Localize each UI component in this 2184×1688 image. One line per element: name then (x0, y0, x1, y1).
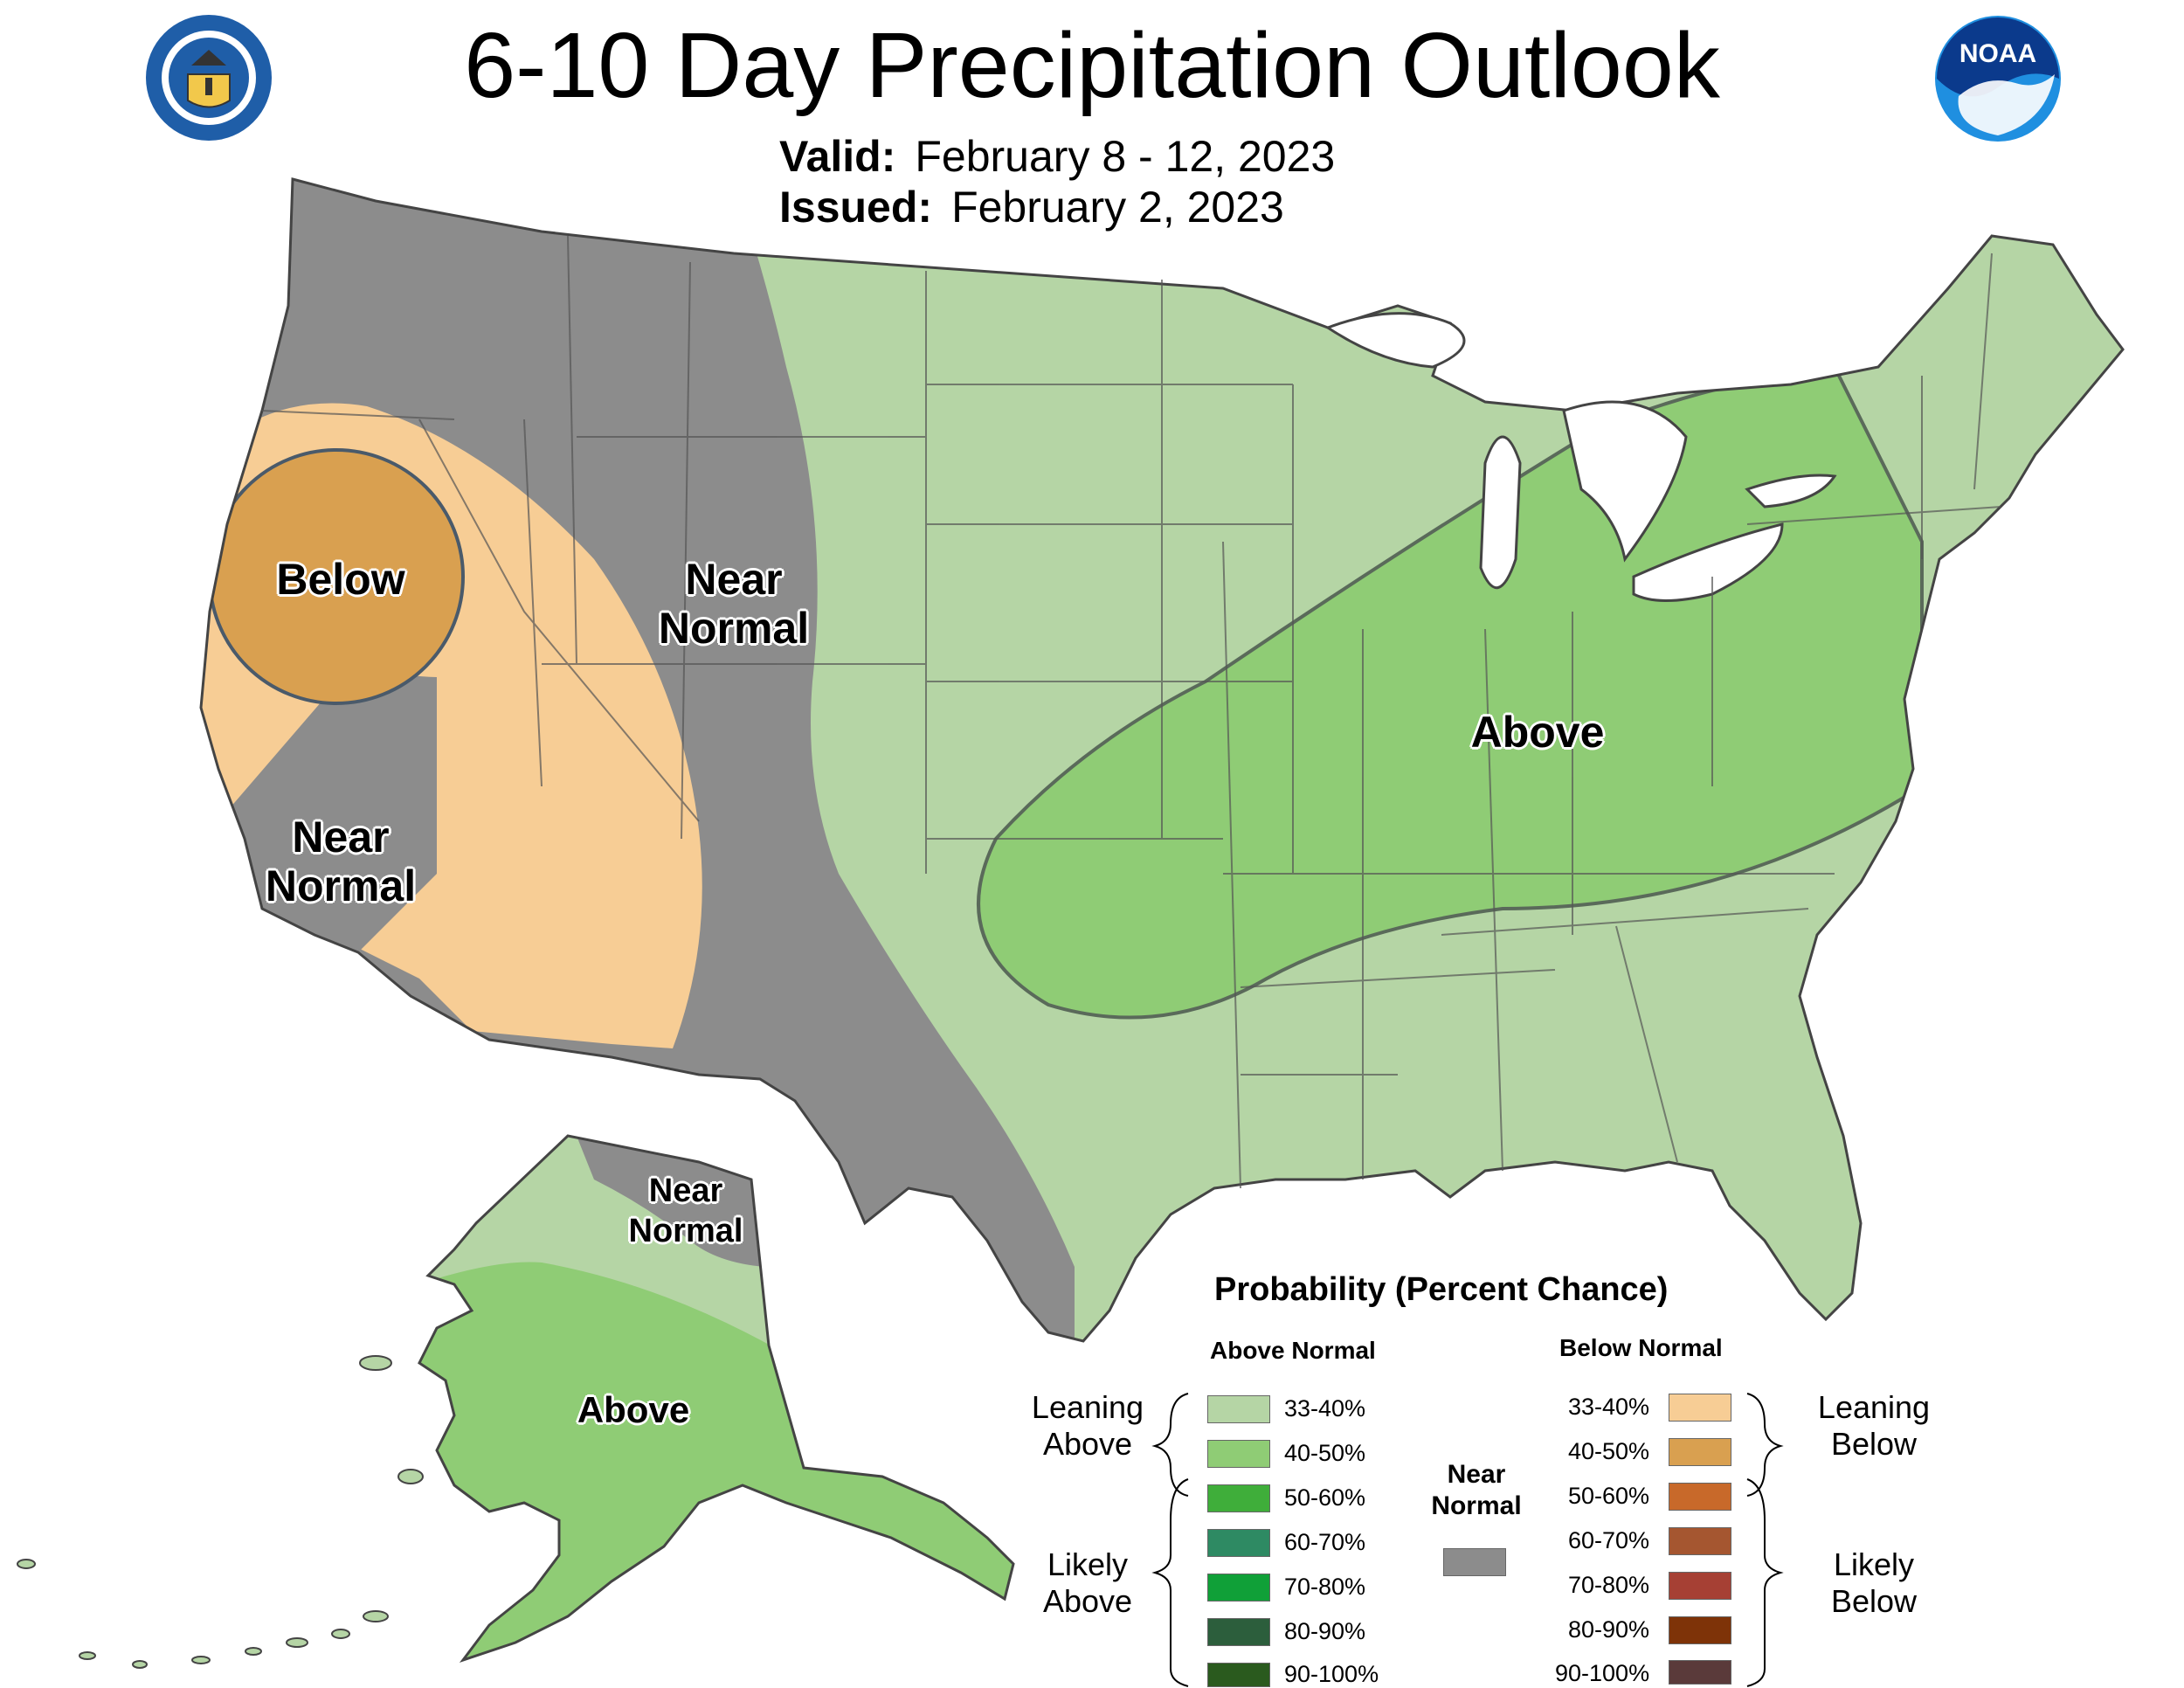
valid-label: Valid: (779, 132, 896, 181)
legend-above-swatch (1207, 1618, 1270, 1646)
legend-below-swatch (1669, 1660, 1731, 1685)
legend-above-label: 60-70% (1284, 1529, 1366, 1555)
legend-above-swatch (1207, 1440, 1270, 1468)
legend-above-swatch (1207, 1574, 1270, 1602)
legend-likely-below: Likely Below (1830, 1546, 1918, 1619)
legend-above-label: 33-40% (1284, 1395, 1366, 1422)
commerce-seal-logo (146, 15, 272, 141)
label-east-above: Above (1470, 708, 1605, 757)
legend-below-label: 90-100% (1555, 1660, 1650, 1686)
legend-above-label: 50-60% (1284, 1484, 1366, 1511)
legend-below-label: 40-50% (1568, 1438, 1650, 1464)
state-boundaries (261, 235, 2001, 1189)
legend-leaning-above: Leaning Above (1031, 1389, 1144, 1462)
legend-below-swatch (1669, 1438, 1731, 1466)
conus-outline (199, 177, 2125, 1343)
legend-below-label: 33-40% (1568, 1394, 1650, 1420)
legend-likely-above: Likely Above (1042, 1546, 1133, 1619)
label-west-below: Below (276, 555, 405, 604)
alaska-outline (418, 1134, 1015, 1663)
label-rockies-near-normal: Near Normal (658, 555, 810, 653)
legend-below-label: 60-70% (1568, 1527, 1650, 1553)
label-alaska-above: Above (577, 1389, 690, 1430)
above-40-50-area (977, 364, 1924, 1020)
noaa-logo: NOAA (1935, 16, 2061, 142)
legend-above-label: 40-50% (1284, 1440, 1366, 1466)
legend-leaning-below: Leaning Below (1817, 1389, 1931, 1462)
legend-near-normal-swatch (1443, 1548, 1506, 1576)
legend-title: Probability (Percent Chance) (1214, 1271, 1669, 1308)
legend-below-swatch (1669, 1394, 1731, 1422)
legend-above-swatch (1207, 1529, 1270, 1557)
map-title: 6-10 Day Precipitation Outlook (464, 14, 1720, 117)
coastal-near-normal-area (201, 664, 437, 952)
date-block: Valid: February 8 - 12, 2023 Issued: Febru… (779, 131, 1335, 232)
legend-above-label: 70-80% (1284, 1574, 1366, 1600)
lake-michigan (1479, 435, 1522, 589)
legend-above-swatch (1207, 1395, 1270, 1423)
legend-above-swatch (1207, 1663, 1270, 1687)
legend-above-label: 80-90% (1284, 1618, 1366, 1644)
legend-below-swatch (1669, 1572, 1731, 1600)
issued-label: Issued: (779, 183, 933, 232)
aleutian-islands (17, 1355, 424, 1669)
legend-below-heading: Below Normal (1559, 1334, 1723, 1361)
legend-below-label: 50-60% (1568, 1483, 1650, 1509)
legend-below-label: 80-90% (1568, 1616, 1650, 1643)
legend-below-swatch (1669, 1616, 1731, 1644)
legend-above-swatch (1207, 1484, 1270, 1512)
lake-huron (1562, 400, 1688, 563)
legend-above-heading: Above Normal (1210, 1337, 1376, 1364)
lake-ontario (1745, 474, 1837, 508)
issued-date: February 2, 2023 (951, 183, 1284, 232)
legend-below-swatch (1669, 1527, 1731, 1555)
valid-dates: February 8 - 12, 2023 (915, 132, 1336, 181)
legend-below-swatch (1669, 1483, 1731, 1511)
legend-above-label: 90-100% (1284, 1661, 1379, 1687)
legend-below-label: 70-80% (1568, 1572, 1650, 1598)
noaa-text: NOAA (1959, 39, 2036, 68)
lake-erie (1632, 522, 1784, 602)
legend-near-normal-label: Near Normal (1431, 1460, 1522, 1520)
lake-superior (1324, 312, 1466, 369)
label-west-near-normal: Near Normal (265, 813, 417, 910)
conus-regions (201, 179, 2123, 1341)
label-alaska-near-normal: Near Normal (628, 1173, 743, 1249)
